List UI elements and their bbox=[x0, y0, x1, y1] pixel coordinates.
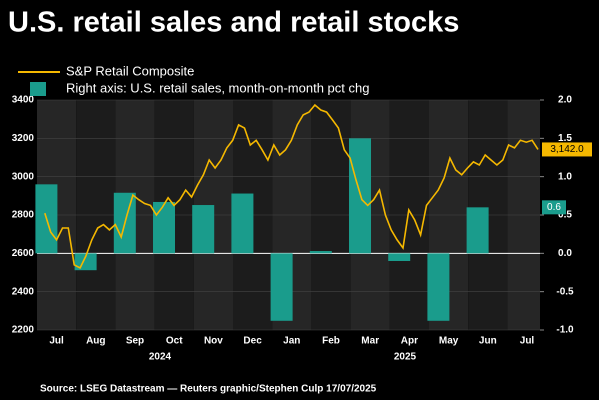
y2-tick-label: 1.0 bbox=[558, 171, 572, 182]
x-tick-label: Jan bbox=[283, 336, 300, 347]
y-tick-label: 3000 bbox=[12, 171, 35, 182]
value-label: 3,142.0 bbox=[550, 144, 584, 155]
x-tick-label: Mar bbox=[361, 336, 379, 347]
y2-tick-label: 2.0 bbox=[558, 95, 572, 106]
y2-tick-label: 1.5 bbox=[558, 133, 572, 144]
bar bbox=[466, 207, 489, 254]
bar bbox=[427, 253, 450, 321]
line bbox=[44, 103, 539, 269]
bar bbox=[192, 205, 215, 254]
chart-title: U.S. retail sales and retail stocks bbox=[8, 7, 459, 39]
bar bbox=[231, 193, 254, 254]
x-tick-label: Feb bbox=[322, 336, 340, 347]
y-tick-label: 2200 bbox=[12, 325, 35, 336]
year-label: 2025 bbox=[394, 352, 417, 363]
bar bbox=[388, 253, 411, 261]
bar bbox=[270, 253, 293, 321]
y2-tick-label: 0.0 bbox=[558, 248, 572, 259]
y-tick-label: 2400 bbox=[12, 286, 35, 297]
x-tick-label: Sep bbox=[126, 336, 144, 347]
value-label-box bbox=[542, 142, 592, 157]
x-tick-label: Jul bbox=[49, 336, 64, 347]
y-tick-label: 3400 bbox=[12, 95, 35, 106]
x-tick-label: Jun bbox=[479, 336, 497, 347]
y2-tick-label: 0.5 bbox=[558, 210, 572, 221]
value-label-box bbox=[542, 200, 566, 215]
y-tick-label: 3200 bbox=[12, 133, 35, 144]
bar bbox=[309, 251, 332, 254]
y2-tick-label: -0.5 bbox=[556, 286, 574, 297]
source: Source: LSEG Datastream — Reuters graphi… bbox=[40, 384, 377, 395]
legend-label: S&P Retail Composite bbox=[66, 63, 194, 78]
y2-tick-label: -1.0 bbox=[556, 325, 574, 336]
year-label: 2024 bbox=[149, 352, 172, 363]
x-tick-label: Oct bbox=[166, 336, 183, 347]
x-tick-label: Nov bbox=[204, 336, 223, 347]
legend-swatch bbox=[30, 82, 46, 96]
x-tick-label: May bbox=[439, 336, 459, 347]
bar bbox=[74, 253, 97, 271]
legend-label: Right axis: U.S. retail sales, month-on-… bbox=[66, 80, 369, 95]
x-tick-label: Apr bbox=[401, 336, 418, 347]
x-tick-label: Aug bbox=[86, 336, 105, 347]
y-tick-label: 2600 bbox=[12, 248, 35, 259]
value-label: 0.6 bbox=[547, 202, 561, 213]
bar bbox=[153, 201, 176, 254]
x-tick-label: Jul bbox=[520, 336, 535, 347]
x-tick-label: Dec bbox=[243, 336, 262, 347]
y-tick-label: 2800 bbox=[12, 210, 35, 221]
